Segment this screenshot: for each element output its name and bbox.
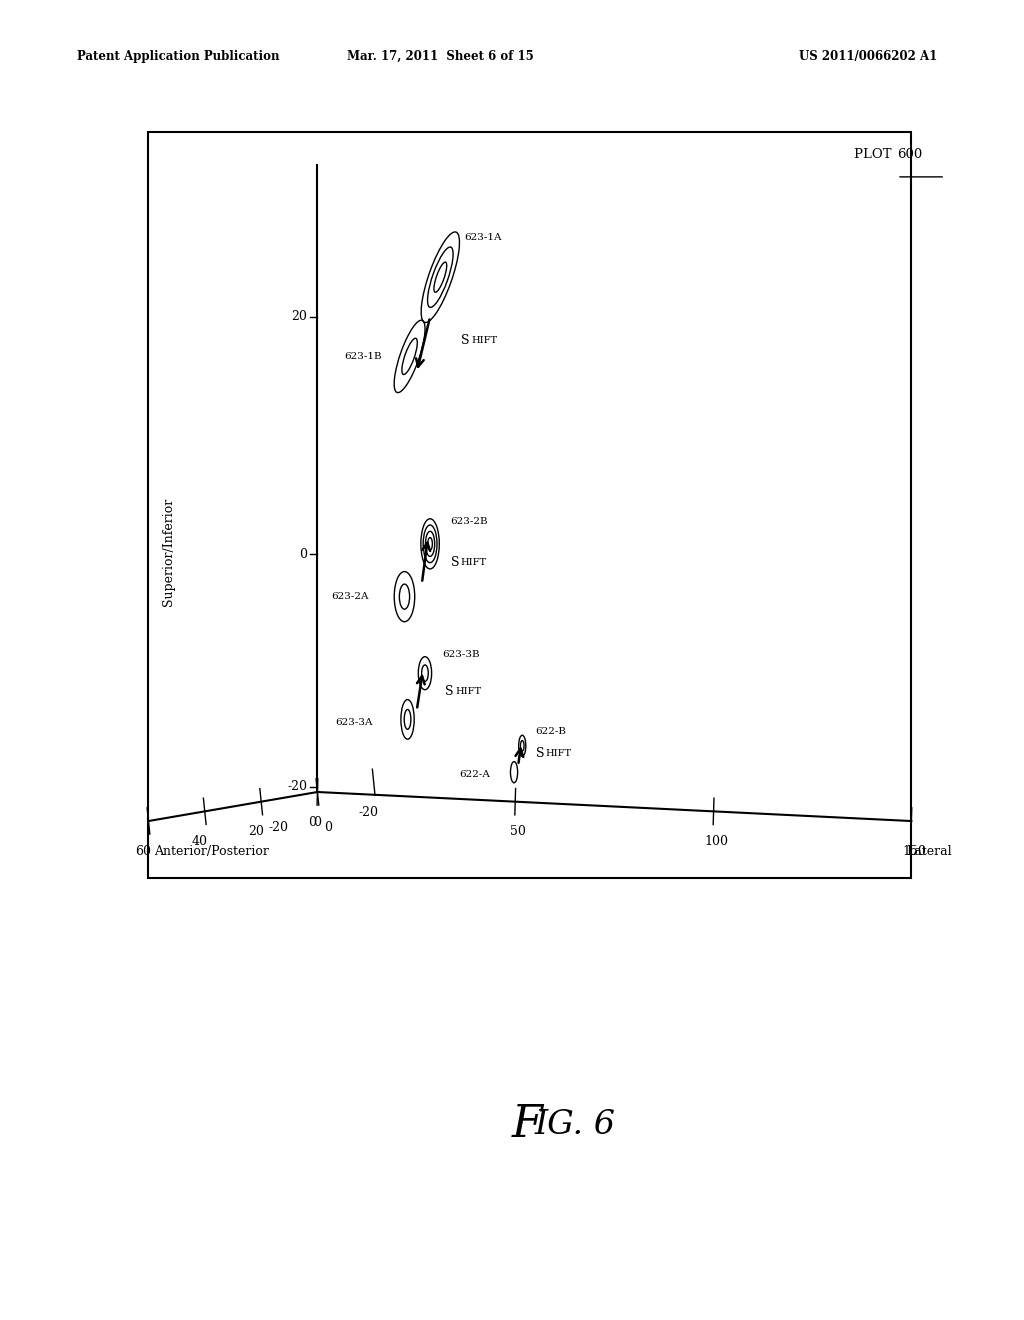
Text: 623-3B: 623-3B — [442, 651, 480, 659]
Text: 100: 100 — [705, 836, 729, 849]
Text: 623-3A: 623-3A — [335, 718, 373, 726]
Text: IG. 6: IG. 6 — [535, 1109, 615, 1140]
Text: PLOT: PLOT — [854, 148, 896, 161]
Text: 623-1A: 623-1A — [464, 234, 502, 242]
Text: 0: 0 — [299, 548, 307, 561]
Text: Mar. 17, 2011  Sheet 6 of 15: Mar. 17, 2011 Sheet 6 of 15 — [347, 50, 534, 63]
Text: 20: 20 — [248, 825, 264, 838]
Text: 623-2B: 623-2B — [451, 517, 488, 525]
Text: 60: 60 — [135, 845, 152, 858]
Text: 50: 50 — [510, 825, 526, 838]
Text: Anterior/Posterior: Anterior/Posterior — [154, 845, 268, 858]
Text: -20: -20 — [358, 807, 379, 820]
Text: Patent Application Publication: Patent Application Publication — [77, 50, 280, 63]
Text: Superior/Inferior: Superior/Inferior — [163, 498, 175, 606]
Text: 623-2A: 623-2A — [331, 593, 369, 601]
Text: 0: 0 — [308, 816, 316, 829]
Text: HIFT: HIFT — [546, 750, 572, 758]
Text: S: S — [536, 747, 544, 760]
Text: 623-1B: 623-1B — [344, 352, 382, 360]
Text: F: F — [512, 1104, 543, 1146]
Text: 0: 0 — [324, 821, 332, 834]
Text: S: S — [445, 685, 454, 698]
Text: US 2011/0066202 A1: US 2011/0066202 A1 — [799, 50, 937, 63]
Text: S: S — [451, 556, 459, 569]
Text: HIFT: HIFT — [456, 688, 482, 696]
Text: 600: 600 — [897, 148, 923, 161]
Text: HIFT: HIFT — [471, 337, 498, 345]
Bar — [148, 132, 911, 878]
Text: 0: 0 — [313, 816, 322, 829]
Text: 20: 20 — [291, 310, 307, 323]
Text: 40: 40 — [191, 836, 208, 849]
Text: 622-B: 622-B — [536, 727, 566, 735]
Text: 622-A: 622-A — [459, 771, 489, 779]
Text: -20: -20 — [287, 780, 307, 793]
Text: Lateral: Lateral — [906, 845, 952, 858]
Text: 150: 150 — [902, 845, 927, 858]
Text: S: S — [461, 334, 469, 347]
Text: -20: -20 — [268, 821, 289, 834]
Text: HIFT: HIFT — [461, 558, 487, 566]
